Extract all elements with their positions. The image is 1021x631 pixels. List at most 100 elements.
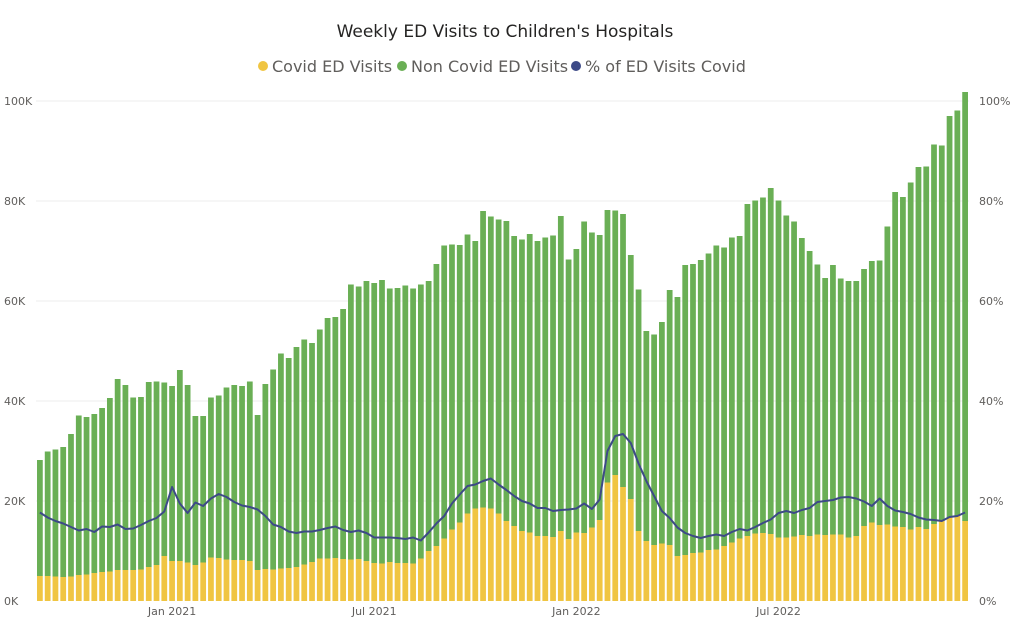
covid-bar: [449, 529, 455, 601]
non-covid-bar: [767, 188, 774, 534]
non-covid-bar: [635, 289, 642, 531]
covid-bar: [246, 561, 253, 601]
non-covid-bar: [153, 381, 160, 565]
non-covid-bar: [837, 278, 844, 535]
non-covid-bar: [122, 385, 129, 570]
covid-bar: [876, 525, 883, 601]
non-covid-bar: [91, 414, 98, 573]
covid-bar: [721, 546, 727, 601]
non-covid-bar: [604, 210, 611, 483]
non-covid-bar: [270, 369, 277, 570]
covid-bar: [254, 570, 261, 601]
legend-label: Non Covid ED Visits: [411, 57, 568, 76]
covid-bar: [130, 570, 137, 601]
non-covid-bar: [68, 434, 74, 577]
non-covid-bar: [736, 236, 743, 539]
non-covid-bar: [674, 297, 681, 556]
covid-bar: [122, 570, 129, 601]
covid-bar: [200, 562, 207, 601]
non-covid-bar: [550, 235, 556, 537]
non-covid-bar: [495, 219, 502, 514]
non-covid-bar: [791, 221, 797, 537]
non-covid-bar: [783, 215, 790, 538]
covid-bar: [946, 517, 953, 601]
non-covid-bar: [254, 415, 261, 570]
covid-bar: [410, 563, 416, 601]
non-covid-bar: [643, 331, 650, 541]
covid-bar: [184, 562, 191, 601]
non-covid-bar: [410, 288, 416, 564]
covid-bar: [783, 537, 790, 601]
non-covid-bar: [37, 460, 43, 576]
legend-label: % of ED Visits Covid: [585, 57, 746, 76]
non-covid-bar: [309, 343, 315, 562]
non-covid-bar: [301, 339, 308, 565]
y-axis-right: 0% 20% 40% 60% 80% 100%: [979, 95, 1010, 608]
covid-bar: [394, 563, 401, 601]
covid-bar: [526, 532, 533, 601]
covid-bar: [892, 526, 899, 601]
y-left-tick-label: 0K: [4, 595, 19, 608]
y-left-tick-label: 40K: [4, 395, 26, 408]
non-covid-bar: [324, 318, 331, 559]
non-covid-bar: [130, 397, 137, 570]
covid-bar: [760, 533, 766, 601]
non-covid-bar: [316, 329, 323, 559]
non-covid-bar: [169, 386, 175, 561]
non-covid-bar: [830, 265, 836, 535]
non-covid-bar: [44, 451, 51, 576]
covid-bar: [332, 558, 339, 601]
covid-bar: [744, 536, 751, 601]
non-covid-bar: [946, 116, 953, 518]
non-covid-bar: [176, 370, 183, 561]
non-covid-bar: [728, 237, 735, 543]
covid-bar: [728, 542, 735, 601]
covid-bar: [659, 543, 665, 601]
non-covid-bar: [557, 216, 564, 531]
non-covid-bar: [954, 110, 961, 516]
x-tick-label: Jul 2022: [755, 605, 801, 618]
non-covid-bar: [371, 283, 378, 563]
non-covid-bar: [682, 265, 689, 555]
non-covid-bar: [534, 241, 541, 536]
covid-bar: [830, 534, 836, 601]
non-covid-bar: [760, 197, 766, 533]
covid-bar: [627, 499, 634, 601]
non-covid-bar: [145, 382, 152, 567]
covid-bar: [938, 521, 945, 601]
covid-bar: [519, 531, 525, 601]
covid-bar: [75, 575, 82, 601]
non-covid-bar: [138, 397, 144, 570]
covid-bar: [309, 562, 315, 601]
covid-bar: [472, 508, 479, 601]
non-covid-bar: [293, 347, 300, 567]
covid-bar: [767, 534, 774, 601]
non-covid-bar: [845, 281, 852, 538]
covid-bar: [487, 508, 494, 601]
covid-bar: [604, 482, 611, 601]
non-covid-bar: [246, 381, 253, 561]
covid-bar: [239, 560, 245, 601]
covid-bar: [713, 549, 720, 601]
covid-bar: [643, 541, 650, 601]
covid-bar: [371, 563, 378, 601]
covid-bar: [208, 557, 214, 601]
covid-bar: [138, 569, 144, 601]
covid-bar: [495, 513, 502, 601]
covid-bar: [837, 534, 844, 601]
non-covid-bar: [386, 288, 393, 562]
non-covid-bar: [285, 358, 292, 568]
y-left-tick-label: 100K: [4, 95, 33, 108]
covid-bar: [192, 565, 199, 601]
non-covid-bar: [659, 322, 665, 544]
x-tick-label: Jul 2021: [351, 605, 397, 618]
covid-bar: [900, 527, 906, 601]
covid-bar: [503, 521, 510, 601]
non-covid-bar: [433, 264, 440, 546]
non-covid-bar: [915, 167, 922, 527]
covid-bar: [907, 529, 914, 601]
covid-bar: [301, 564, 308, 601]
x-axis: Jan 2021 Jul 2021 Jan 2022 Jul 2022: [147, 605, 801, 618]
non-covid-bar: [215, 395, 222, 558]
y-right-tick-label: 20%: [979, 495, 1003, 508]
